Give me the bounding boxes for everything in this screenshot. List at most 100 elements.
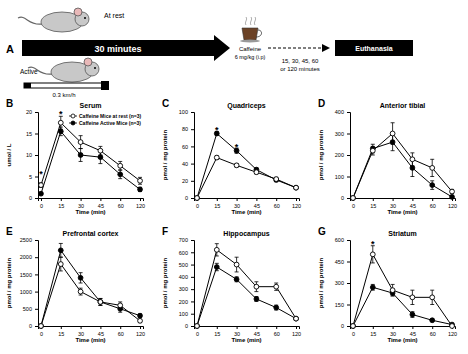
x-tick: 60 xyxy=(274,198,280,209)
series-line xyxy=(353,134,452,199)
error-cap xyxy=(59,257,63,258)
y-tick-mark xyxy=(191,129,194,130)
error-cap xyxy=(235,257,239,258)
legend: Caffeine Mice at rest (n=3)Caffeine Acti… xyxy=(69,113,141,126)
y-tick: 500 xyxy=(23,306,38,312)
y-tick-label: 600 xyxy=(179,250,188,256)
y-axis-title: pmol / mg protein xyxy=(162,258,168,309)
point xyxy=(450,324,455,329)
point xyxy=(39,183,44,188)
endpoint-label: Euthanasia xyxy=(355,45,392,52)
y-tick-label: 400 xyxy=(179,274,188,280)
mouse-icon xyxy=(28,58,99,82)
point xyxy=(294,316,299,321)
point xyxy=(294,185,299,190)
error-bar xyxy=(430,319,434,322)
y-tick: 100 xyxy=(179,311,194,317)
point xyxy=(390,288,395,293)
error-cap xyxy=(215,243,219,244)
error-bar xyxy=(79,149,83,162)
error-cap xyxy=(430,180,434,181)
y-tick-label: 0 xyxy=(29,323,32,329)
error-cap xyxy=(371,262,375,263)
x-tick-label: 0 xyxy=(196,203,199,209)
error-bar xyxy=(235,277,239,282)
x-tick: 60 xyxy=(118,326,124,337)
x-tick-mark xyxy=(120,326,121,329)
point xyxy=(274,177,279,182)
chart-title: Anterior tibial xyxy=(380,102,426,109)
point xyxy=(254,284,259,289)
error-cap xyxy=(118,178,122,179)
x-axis-title: Time (min) xyxy=(231,337,261,343)
point xyxy=(214,265,219,270)
error-cap xyxy=(138,184,142,185)
significance-mark: * xyxy=(371,239,375,249)
chart: 0100200300400500600700015304560120FHippo… xyxy=(162,226,301,343)
x-tick-label: 45 xyxy=(98,331,104,337)
y-tick: 0 xyxy=(185,195,194,201)
point xyxy=(410,166,415,171)
x-tick-mark xyxy=(412,198,413,201)
x-tick-label: 30 xyxy=(390,331,396,337)
x-tick-label: 60 xyxy=(274,331,280,337)
point xyxy=(274,305,279,310)
error-bar xyxy=(274,283,278,290)
error-bar xyxy=(235,164,239,167)
error-cap xyxy=(215,263,219,264)
point xyxy=(450,195,455,200)
legend-entry: Caffeine Mice at rest (n=3) xyxy=(79,113,141,119)
point xyxy=(78,140,83,145)
x-tick-label: 0 xyxy=(352,331,355,337)
y-tick-label: 1000 xyxy=(20,289,32,295)
plot: 0150300450600015304560120* xyxy=(335,237,457,337)
y-axis-line xyxy=(347,113,351,199)
error-bar xyxy=(450,189,454,193)
y-tick-label: 500 xyxy=(23,306,32,312)
error-bar xyxy=(59,257,63,271)
x-axis: 015304560120 xyxy=(351,326,458,337)
y-tick: 200 xyxy=(179,299,194,305)
x-tick-label: 0 xyxy=(40,331,43,337)
chart: 020406080100015304560120**CQuadricepsTim… xyxy=(162,98,301,215)
plot: 05001000150020002500015304560120 xyxy=(20,237,145,337)
x-tick: 45 xyxy=(98,326,104,337)
point xyxy=(138,178,143,183)
error-bar xyxy=(410,290,414,304)
y-tick-mark xyxy=(35,198,38,199)
x-tick: 15 xyxy=(58,326,64,337)
y-tick-label: 300 xyxy=(335,280,344,286)
marks xyxy=(39,243,143,328)
point xyxy=(214,247,219,252)
point xyxy=(234,163,239,168)
x-tick-label: 15 xyxy=(370,331,376,337)
y-tick: 300 xyxy=(335,131,350,137)
error-bar xyxy=(410,312,414,318)
marks xyxy=(195,244,299,329)
x-tick: 15 xyxy=(214,326,220,337)
x-tick-mark xyxy=(256,326,257,329)
point xyxy=(351,196,356,201)
error-cap xyxy=(410,152,414,153)
point xyxy=(118,163,123,168)
point xyxy=(58,248,63,253)
x-tick-mark xyxy=(140,198,141,201)
x-tick-label: 30 xyxy=(390,203,396,209)
x-tick-label: 60 xyxy=(430,203,436,209)
error-cap xyxy=(59,257,63,258)
legend-entry: Caffeine Active Mice (n=3) xyxy=(79,120,141,126)
x-tick-label: 45 xyxy=(98,203,104,209)
speed-label: 0.3 km/h xyxy=(52,92,75,98)
x-tick-label: 30 xyxy=(234,331,240,337)
error-cap xyxy=(430,159,434,160)
y-tick-mark xyxy=(191,314,194,315)
y-tick-mark xyxy=(191,326,194,327)
y-axis-title: pmol / mg protein xyxy=(6,258,12,309)
error-cap xyxy=(371,144,375,145)
y-tick-label: 700 xyxy=(179,237,188,243)
error-cap xyxy=(98,146,102,147)
x-tick-mark xyxy=(432,198,433,201)
y-tick-label: 0 xyxy=(341,323,344,329)
point xyxy=(351,324,356,329)
error-bar xyxy=(98,298,102,305)
